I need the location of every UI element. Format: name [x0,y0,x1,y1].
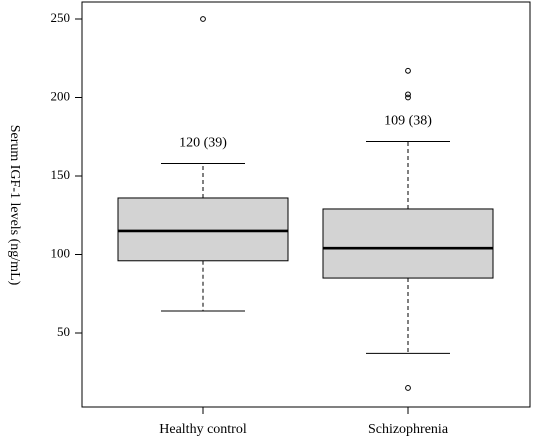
box-annotation: 120 (39) [179,135,227,150]
outlier-point [405,91,411,98]
plot-frame [81,1,531,408]
y-tick-label: 250 [51,10,71,25]
y-tick-label: 150 [51,167,71,182]
x-axis: Healthy control Schizophrenia [159,407,449,437]
box-group: 120 (39) [117,16,289,312]
outlier-point [200,16,206,22]
outlier-point [405,67,411,74]
y-axis-label: Serum IGF-1 levels (ng/mL) [7,125,22,286]
x-category-label: Schizophrenia [368,422,449,437]
x-category-label: Healthy control [159,422,247,437]
outlier-point [405,385,411,391]
y-tick-label: 100 [51,245,71,260]
y-axis: 50 100 150 200 250 [51,10,82,339]
box-annotation: 109 (38) [384,113,432,128]
iqr-box [117,197,289,262]
box-group: 109 (38) [322,67,494,391]
boxes: 120 (39) 109 (38) [117,16,494,391]
outlier-point [405,94,411,101]
y-tick-label: 50 [57,324,70,339]
iqr-box [322,208,494,279]
y-tick-label: 200 [51,88,71,103]
